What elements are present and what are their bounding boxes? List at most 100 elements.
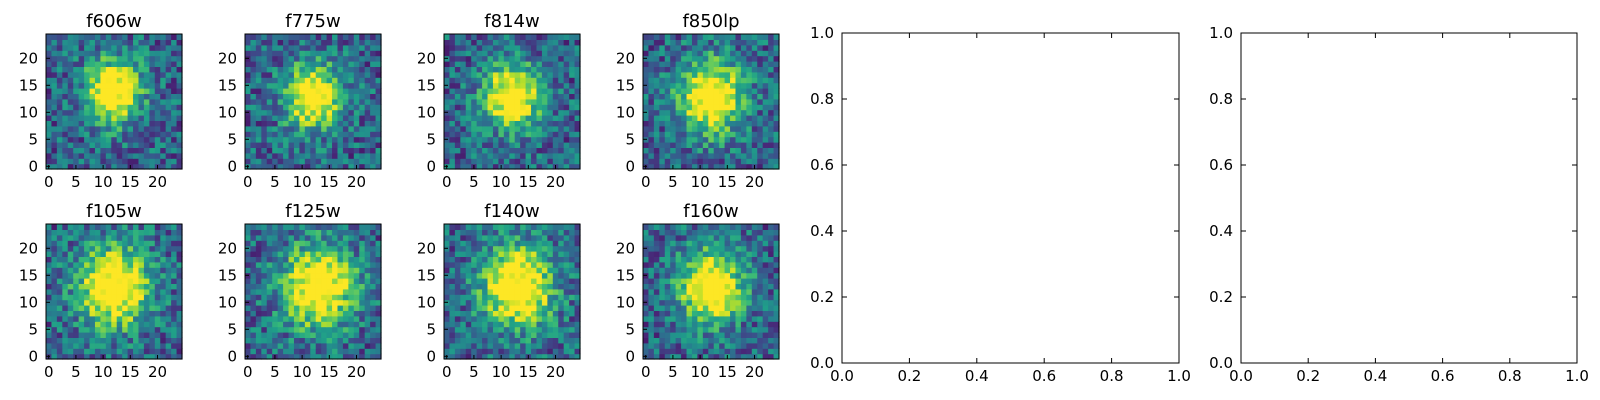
heatmap-cell: [503, 152, 510, 159]
heatmap-cell: [293, 125, 300, 132]
heatmap-cell: [116, 115, 123, 121]
heatmap-cell: [552, 120, 559, 127]
heatmap-cell: [116, 136, 123, 143]
heatmap-cell: [762, 55, 769, 62]
heatmap-cell: [321, 229, 328, 236]
heatmap-cell: [746, 332, 753, 338]
heatmap-cell: [154, 251, 161, 257]
y-tick-label: 15: [218, 266, 237, 284]
heatmap-cell: [364, 256, 371, 263]
heatmap-cell: [773, 131, 780, 138]
heatmap-cell: [558, 229, 565, 236]
heatmap-cell: [444, 158, 451, 165]
heatmap-cell: [171, 321, 178, 328]
heatmap-cell: [773, 342, 780, 349]
heatmap-cell: [133, 163, 140, 170]
heatmap-cell: [697, 261, 704, 268]
heatmap-cell: [67, 337, 74, 344]
heatmap-cell: [315, 272, 322, 279]
heatmap-cell: [353, 147, 360, 154]
heatmap-cell: [364, 224, 371, 230]
heatmap-cell: [375, 229, 382, 236]
heatmap-cell: [67, 251, 74, 257]
heatmap-cell: [503, 39, 510, 46]
heatmap-cell: [332, 337, 339, 344]
heatmap-cell: [89, 142, 96, 148]
heatmap-cell: [73, 136, 80, 143]
heatmap-cell: [670, 288, 677, 295]
heatmap-cell: [454, 115, 461, 121]
heatmap-cell: [353, 278, 360, 284]
heatmap-cell: [449, 310, 456, 317]
heatmap-cell: [100, 342, 107, 349]
heatmap-cell: [56, 310, 63, 317]
heatmap-cell: [283, 337, 290, 344]
heatmap-cell: [653, 131, 660, 138]
heatmap-cell: [670, 125, 677, 132]
x-tick-label: 0: [442, 173, 452, 191]
heatmap-cell: [670, 261, 677, 268]
heatmap-cell: [342, 39, 349, 46]
heatmap-cell: [46, 131, 53, 138]
heatmap-cell: [105, 245, 112, 252]
heatmap-cell: [277, 115, 284, 121]
heatmap-cell: [375, 332, 382, 338]
heatmap-cell: [100, 71, 107, 78]
heatmap-cell: [171, 120, 178, 127]
heatmap-cell: [127, 55, 134, 62]
heatmap-cell: [46, 39, 53, 46]
heatmap-cell: [62, 234, 69, 241]
heatmap-cell: [89, 88, 96, 94]
heatmap-cell: [454, 332, 461, 338]
heatmap-cell: [574, 34, 581, 40]
heatmap-cell: [299, 337, 306, 344]
heatmap-cell: [697, 71, 704, 78]
heatmap-cell: [681, 272, 688, 279]
heatmap-cell: [127, 234, 134, 241]
heatmap-cell: [520, 321, 527, 328]
y-tick-label: 15: [218, 76, 237, 94]
heatmap-cell: [250, 278, 257, 284]
heatmap-cell: [266, 348, 273, 355]
heatmap-cell: [768, 321, 775, 328]
heatmap-cell: [449, 224, 456, 230]
heatmap-cell: [105, 261, 112, 268]
heatmap-cell: [138, 34, 145, 40]
heatmap-cell: [321, 163, 328, 170]
heatmap-cell: [364, 98, 371, 105]
heatmap-cell: [310, 315, 317, 322]
heatmap-cell: [165, 348, 172, 355]
heatmap-cell: [520, 310, 527, 317]
heatmap-cell: [740, 278, 747, 284]
heatmap-cell: [648, 332, 655, 338]
heatmap-cell: [730, 71, 737, 78]
heatmap-cell: [94, 147, 101, 154]
heatmap-cell: [643, 256, 650, 263]
heatmap-cell: [321, 44, 328, 51]
heatmap-cell: [100, 61, 107, 67]
heatmap-cell: [73, 93, 80, 100]
heatmap-cell: [719, 272, 726, 279]
heatmap-cell: [697, 310, 704, 317]
heatmap-cell: [520, 55, 527, 62]
heatmap-cell: [762, 115, 769, 121]
heatmap-cell: [171, 326, 178, 333]
heatmap-cell: [337, 251, 344, 257]
y-tick-label: 5: [227, 320, 237, 338]
heatmap-cell: [73, 61, 80, 67]
heatmap-cell: [659, 136, 666, 143]
heatmap-cell: [105, 332, 112, 338]
heatmap-cell: [552, 142, 559, 148]
heatmap-cell: [536, 229, 543, 236]
heatmap-cell: [691, 272, 698, 279]
heatmap-cell: [171, 71, 178, 78]
heatmap-cell: [558, 142, 565, 148]
heatmap-cell: [105, 321, 112, 328]
heatmap-cell: [659, 66, 666, 73]
heatmap-cell: [143, 272, 150, 279]
heatmap-cell: [514, 142, 521, 148]
heatmap-cell: [293, 272, 300, 279]
heatmap-cell: [686, 152, 693, 159]
heatmap-cell: [476, 305, 483, 311]
heatmap-cell: [149, 152, 156, 159]
